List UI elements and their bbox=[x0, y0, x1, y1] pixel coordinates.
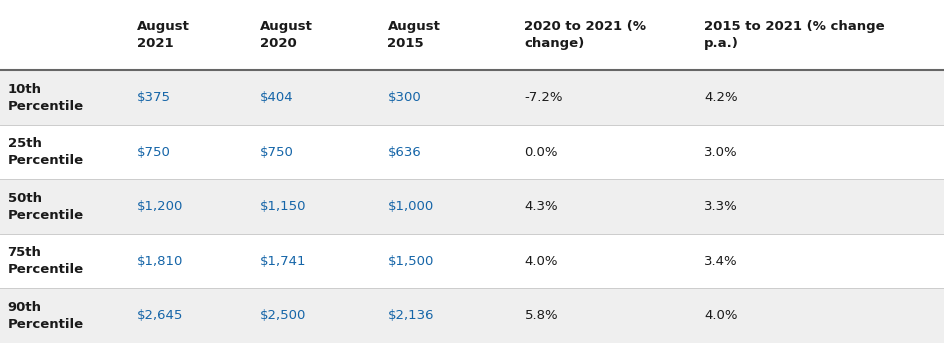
Text: 4.2%: 4.2% bbox=[703, 91, 737, 104]
Text: $1,200: $1,200 bbox=[137, 200, 183, 213]
Text: August
2015: August 2015 bbox=[387, 20, 440, 50]
Text: 10th
Percentile: 10th Percentile bbox=[8, 83, 84, 113]
Text: $636: $636 bbox=[387, 146, 421, 158]
Text: $750: $750 bbox=[137, 146, 171, 158]
Bar bbox=[0, 125, 944, 179]
Text: $750: $750 bbox=[260, 146, 294, 158]
Text: $1,741: $1,741 bbox=[260, 255, 306, 268]
Text: 3.3%: 3.3% bbox=[703, 200, 737, 213]
Text: $1,000: $1,000 bbox=[387, 200, 433, 213]
Bar bbox=[0, 234, 944, 288]
Text: $2,645: $2,645 bbox=[137, 309, 183, 322]
Text: $2,136: $2,136 bbox=[387, 309, 433, 322]
Text: 3.0%: 3.0% bbox=[703, 146, 737, 158]
Text: 75th
Percentile: 75th Percentile bbox=[8, 246, 84, 276]
Bar bbox=[0, 179, 944, 234]
Text: August
2021: August 2021 bbox=[137, 20, 190, 50]
Text: 3.4%: 3.4% bbox=[703, 255, 737, 268]
Text: $1,150: $1,150 bbox=[260, 200, 306, 213]
Text: $375: $375 bbox=[137, 91, 171, 104]
Text: 5.8%: 5.8% bbox=[524, 309, 558, 322]
Text: $300: $300 bbox=[387, 91, 421, 104]
Text: August
2020: August 2020 bbox=[260, 20, 312, 50]
Bar bbox=[0, 0, 944, 70]
Text: 4.0%: 4.0% bbox=[703, 309, 736, 322]
Text: 50th
Percentile: 50th Percentile bbox=[8, 192, 84, 222]
Text: 4.3%: 4.3% bbox=[524, 200, 558, 213]
Text: $2,500: $2,500 bbox=[260, 309, 306, 322]
Text: -7.2%: -7.2% bbox=[524, 91, 563, 104]
Text: 4.0%: 4.0% bbox=[524, 255, 557, 268]
Bar bbox=[0, 70, 944, 125]
Text: 0.0%: 0.0% bbox=[524, 146, 557, 158]
Text: 90th
Percentile: 90th Percentile bbox=[8, 301, 84, 331]
Text: $404: $404 bbox=[260, 91, 294, 104]
Text: 25th
Percentile: 25th Percentile bbox=[8, 137, 84, 167]
Text: 2020 to 2021 (%
change): 2020 to 2021 (% change) bbox=[524, 20, 646, 50]
Bar bbox=[0, 288, 944, 343]
Text: 2015 to 2021 (% change
p.a.): 2015 to 2021 (% change p.a.) bbox=[703, 20, 884, 50]
Text: $1,500: $1,500 bbox=[387, 255, 433, 268]
Text: $1,810: $1,810 bbox=[137, 255, 183, 268]
